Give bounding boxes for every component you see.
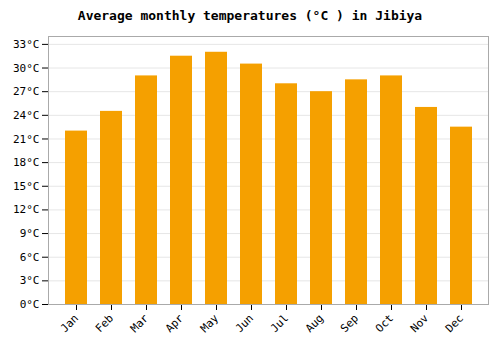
svg-text:Jul: Jul (268, 312, 291, 335)
svg-text:Dec: Dec (443, 312, 466, 335)
svg-text:9°C: 9°C (20, 227, 40, 240)
svg-text:3°C: 3°C (20, 274, 40, 287)
svg-text:18°C: 18°C (13, 156, 40, 169)
svg-text:Feb: Feb (93, 312, 116, 335)
svg-text:21°C: 21°C (13, 132, 40, 145)
svg-text:Aug: Aug (303, 312, 326, 335)
svg-text:Nov: Nov (408, 311, 432, 335)
html-text:Average monthly temperatures (: Average monthly temperatures (°C ) in Ji… (77, 8, 423, 23)
svg-text:24°C: 24°C (13, 109, 40, 122)
svg-text:May: May (198, 311, 222, 335)
svg-text:12°C: 12°C (13, 203, 40, 216)
svg-text:15°C: 15°C (13, 180, 40, 193)
svg-text:Jun: Jun (233, 312, 256, 335)
svg-text:Jan: Jan (58, 312, 81, 335)
svg-text:Mar: Mar (128, 311, 152, 335)
svg-text:30°C: 30°C (13, 62, 40, 75)
svg-text:Oct: Oct (373, 312, 396, 335)
svg-text:0°C: 0°C (20, 298, 40, 311)
svg-text:Sep: Sep (338, 312, 361, 335)
svg-text:27°C: 27°C (13, 85, 40, 98)
svg-text:33°C: 33°C (13, 38, 40, 51)
svg-text:6°C: 6°C (20, 251, 40, 264)
svg-text:Apr: Apr (163, 311, 187, 335)
